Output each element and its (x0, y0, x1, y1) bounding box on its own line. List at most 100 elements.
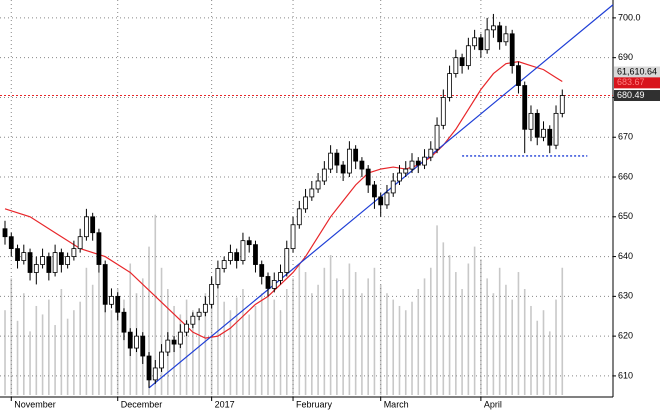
candle-body (27, 252, 33, 273)
x-tick-label: March (384, 399, 409, 409)
candle-body (278, 272, 283, 281)
candle-body (309, 188, 315, 198)
candle-body (415, 160, 421, 166)
candle-body (15, 248, 20, 261)
candle-body (58, 252, 64, 265)
candle-body (134, 335, 139, 349)
candle-body (428, 148, 434, 158)
price-label-box (614, 66, 660, 78)
candle-body (497, 25, 503, 43)
candle-body (284, 248, 290, 273)
candle-body (33, 264, 39, 273)
y-tick-label: 620 (618, 331, 633, 341)
price-label-box (614, 90, 660, 102)
candle-body (90, 216, 96, 234)
candle-body (372, 184, 377, 198)
y-tick-label: 650 (618, 211, 633, 221)
y-tick-label: 630 (618, 291, 633, 301)
candle-body (46, 256, 52, 273)
candle-body (165, 339, 171, 353)
candle-body (71, 248, 77, 257)
candle-body (265, 276, 271, 289)
x-tick-label: April (484, 399, 502, 409)
candle-body (77, 236, 83, 250)
candle-body (296, 208, 302, 226)
candle-body (534, 112, 540, 138)
candle-body (409, 160, 415, 170)
candle-body (65, 256, 71, 265)
candle-body (340, 164, 346, 174)
candle-body (384, 192, 390, 206)
moving-average (4, 61, 563, 339)
candle-body (177, 331, 183, 345)
candle-body (215, 268, 221, 285)
candle-body (196, 311, 202, 317)
candle-body (509, 33, 515, 67)
candle-body (434, 124, 440, 150)
candle-body (516, 65, 521, 86)
candle-body (478, 37, 484, 51)
candle-body (503, 33, 509, 43)
candle-body (422, 156, 427, 166)
candle-body (52, 252, 58, 273)
candle-body (259, 264, 265, 277)
x-tick-label: February (296, 399, 333, 409)
candle-body (171, 339, 177, 345)
y-tick-label: 640 (618, 251, 633, 261)
candle-body (240, 240, 246, 261)
candle-body (190, 315, 196, 325)
candle-body (559, 95, 565, 114)
candle-body (140, 335, 146, 357)
x-tick-label: November (14, 399, 56, 409)
x-tick-label: 2017 (215, 399, 235, 409)
candle-body (447, 73, 452, 98)
candle-body (472, 37, 478, 47)
candle-body (359, 160, 365, 170)
candle-body (303, 196, 308, 210)
candle-body (328, 152, 334, 170)
candle-body (202, 303, 208, 313)
candle-body (440, 97, 446, 126)
candle-body (228, 252, 233, 261)
candle-body (353, 148, 359, 162)
candle-body (96, 232, 102, 265)
y-tick-label: 700.0 (618, 12, 641, 22)
candle-body (102, 264, 108, 305)
price-label: 61,610.64 (617, 66, 657, 76)
candle-body (115, 295, 121, 313)
candle-body (21, 252, 27, 261)
candle-body (234, 252, 240, 261)
candle-body (209, 284, 215, 305)
candle-body (522, 85, 528, 130)
candle-body (290, 224, 296, 250)
price-label: 680.49 (617, 90, 645, 100)
candle-body (390, 180, 396, 194)
candle-body (321, 168, 327, 182)
candle-body (271, 280, 277, 289)
candle-body (146, 355, 152, 381)
candle-body (334, 152, 340, 166)
candle-body (315, 180, 321, 190)
candle-body (246, 240, 252, 246)
candle-body (547, 128, 553, 146)
candle-body (40, 256, 45, 265)
candle-body (184, 323, 189, 333)
y-tick-label: 660 (618, 171, 633, 181)
candle-body (8, 236, 14, 250)
candle-body (121, 311, 127, 333)
candle-body (253, 244, 258, 265)
y-tick-label: 610 (618, 370, 633, 380)
y-tick-label: 670 (618, 132, 633, 142)
candle-body (484, 29, 490, 51)
candle-body (127, 331, 133, 349)
price-label: 683.67 (617, 77, 645, 87)
candle-body (109, 295, 114, 305)
candle-body (221, 260, 227, 269)
candle-body (378, 196, 384, 206)
candle-body (453, 57, 459, 74)
candle-body (528, 112, 534, 130)
candle-body (553, 112, 559, 146)
candle-body (2, 228, 8, 238)
candle-body (459, 57, 465, 67)
